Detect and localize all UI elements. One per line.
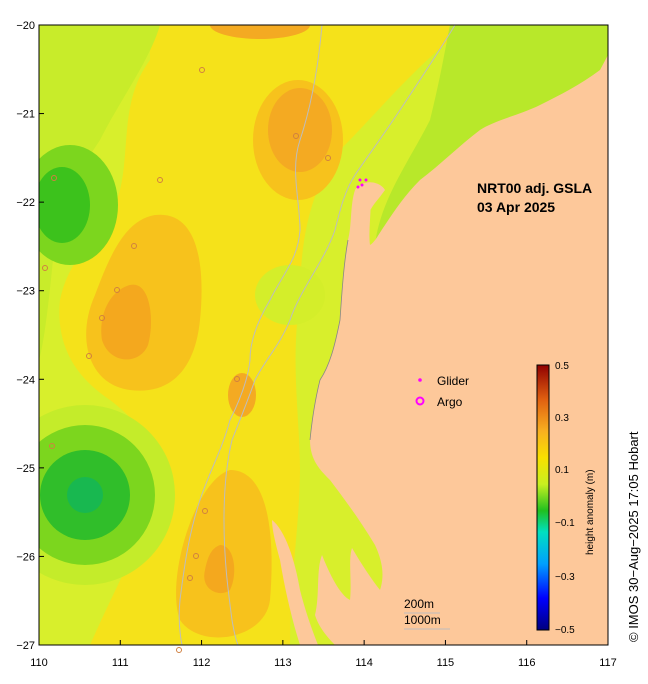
x-tick-label: 115 [437, 657, 455, 669]
x-tick-label: 114 [355, 657, 373, 669]
argo-float [293, 133, 299, 139]
colorbar: 0.5 0.3 0.1 −0.1 −0.3 −0.5 height anomal… [536, 361, 596, 636]
eddy-orange-west-core [101, 284, 151, 360]
y-tick-label: −23 [16, 286, 35, 298]
coastline [309, 239, 349, 441]
y-tick-label: −27 [16, 640, 35, 652]
x-tick-label: 110 [30, 657, 48, 669]
argo-float [131, 243, 137, 249]
symbol-legend: Glider Argo [415, 374, 469, 409]
x-tick-label: 117 [599, 657, 617, 669]
isobath-legend-1000m: 1000m [404, 613, 441, 627]
y-tick-label: −20 [16, 20, 35, 32]
x-axis: 110 111 112 113 114 115 116 117 [30, 640, 617, 669]
argo-legend-marker [415, 396, 425, 406]
colorbar-tick: 0.3 [555, 413, 569, 424]
map-title-line2: 03 Apr 2025 [477, 199, 555, 215]
argo-float [199, 67, 205, 73]
y-tick-label: −25 [16, 463, 35, 475]
glider-legend-marker [418, 378, 422, 382]
argo-float [49, 443, 55, 449]
argo-legend-label: Argo [437, 395, 463, 409]
isobath-200m [178, 25, 323, 645]
colorbar-gradient [536, 364, 550, 631]
argo-float [234, 376, 240, 382]
glider-track [356, 178, 368, 189]
y-tick-label: −26 [16, 551, 35, 563]
argo-float [99, 315, 105, 321]
eddy-orange-small [228, 373, 256, 417]
eddy-orange-north-core [268, 88, 332, 172]
land-mass [310, 55, 608, 645]
y-axis: −20 −21 −22 −23 −24 −25 −26 −27 [16, 20, 44, 652]
anomaly-lightgreen-region [39, 25, 160, 360]
glider-point [356, 185, 360, 189]
colorbar-label: height anomaly (m) [585, 469, 596, 555]
land-peninsula [272, 520, 318, 645]
isobath-1000m [223, 25, 456, 645]
argo-float [325, 155, 331, 161]
colorbar-tick: −0.5 [555, 625, 575, 636]
glider-point [364, 178, 368, 182]
argo-float [86, 353, 92, 359]
y-tick-label: −22 [16, 197, 35, 209]
glider-point [360, 183, 364, 187]
argo-float [42, 265, 48, 271]
eddy-orange-top [210, 25, 310, 39]
argo-float [114, 287, 120, 293]
glider-point [358, 178, 362, 182]
plot-frame [38, 24, 609, 646]
glider-legend-label: Glider [437, 374, 469, 388]
y-tick-label: −24 [16, 374, 35, 386]
eddy-green-south-core [67, 477, 103, 513]
land-cape [359, 182, 385, 215]
colorbar-tick: 0.5 [555, 361, 569, 372]
argo-markers [42, 67, 331, 653]
y-tick-label: −21 [16, 109, 35, 121]
credit-text: © IMOS 30−Aug−2025 17:05 Hobart [626, 431, 641, 642]
isobath-legend-200m: 200m [404, 597, 434, 611]
colorbar-tick: −0.3 [555, 572, 575, 583]
argo-float [176, 647, 182, 653]
argo-float [202, 508, 208, 514]
x-tick-label: 112 [193, 657, 211, 669]
anomaly-green-shelf [255, 265, 325, 325]
plot-area [39, 25, 608, 645]
x-tick-label: 113 [274, 657, 292, 669]
eddy-green-north-core [39, 167, 90, 243]
x-tick-label: 111 [112, 657, 129, 669]
colorbar-tick: 0.1 [555, 465, 569, 476]
colorbar-tick: −0.1 [555, 518, 575, 529]
argo-float [193, 553, 199, 559]
argo-float [157, 177, 163, 183]
map-title-line1: NRT00 adj. GSLA [477, 180, 592, 196]
x-tick-label: 116 [518, 657, 536, 669]
argo-float [51, 175, 57, 181]
argo-float [187, 575, 193, 581]
